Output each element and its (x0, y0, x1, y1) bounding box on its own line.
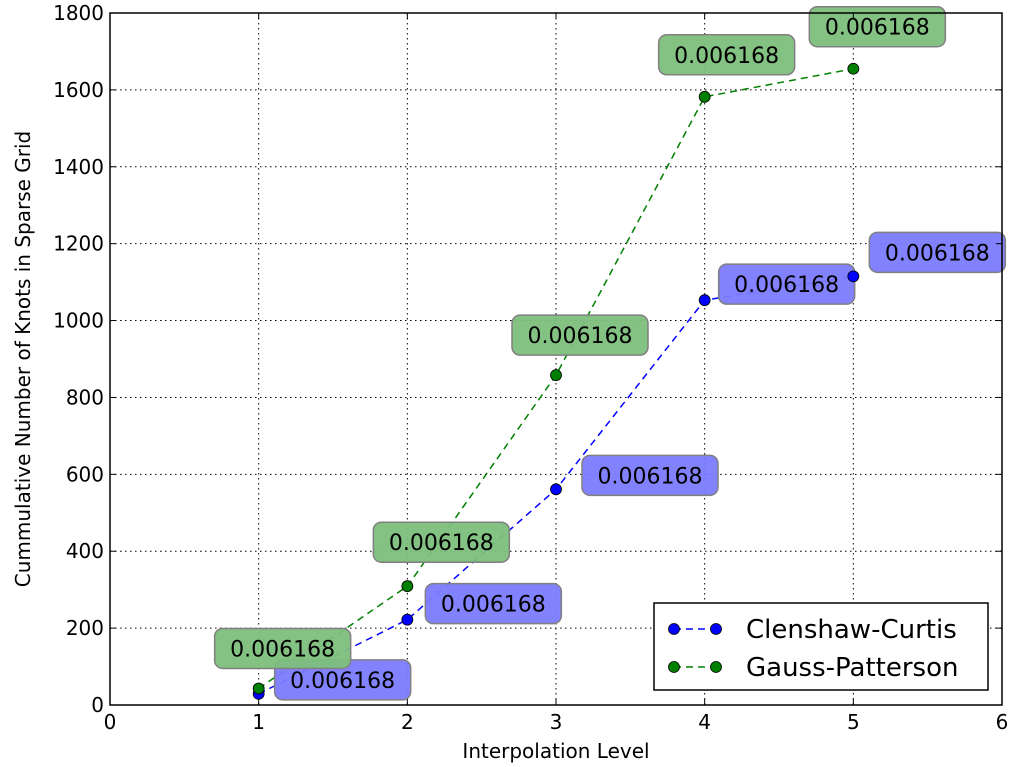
data-label-box (424, 582, 563, 625)
data-label-text: 0.006168 (230, 637, 335, 662)
data-label-box (372, 521, 511, 563)
data-label-clenshaw-curtis: 0.006168 (717, 263, 856, 305)
x-tick-label: 0 (104, 710, 117, 734)
axis-ticks (109, 12, 1003, 706)
point-gauss-patterson (401, 580, 414, 593)
data-label-text: 0.006168 (290, 669, 395, 694)
point-gauss-patterson (847, 62, 860, 75)
series-markers (252, 62, 860, 700)
legend-marker (668, 661, 680, 673)
data-label-box (581, 454, 719, 497)
data-label-box (868, 231, 1007, 274)
data-label-clenshaw-curtis: 0.006168 (424, 582, 563, 625)
x-axis-label: Interpolation Level (462, 739, 649, 763)
data-label-gauss-patterson: 0.006168 (511, 314, 649, 356)
data-label-clenshaw-curtis: 0.006168 (868, 231, 1007, 274)
data-label-gauss-patterson: 0.006168 (372, 521, 511, 563)
y-tick-label: 800 (66, 385, 104, 409)
y-tick-label: 400 (66, 539, 104, 563)
data-label-box (717, 263, 856, 305)
data-label-box (511, 314, 649, 356)
legend: Clenshaw-Curtis Gauss-Patterson (653, 602, 989, 691)
data-label-text: 0.006168 (389, 531, 494, 556)
point-gauss-patterson (550, 369, 562, 382)
y-tick-label: 1000 (53, 309, 104, 333)
point-clenshaw-curtis (401, 613, 414, 626)
tick-labels: 0 1 2 3 4 5 6 0 200 400 600 800 1000 1200 1400 1600 1800 (53, 1, 1008, 734)
legend-box (653, 602, 989, 691)
data-label-box (808, 5, 947, 48)
data-label-text: 0.006168 (885, 241, 990, 266)
data-label-text: 0.006168 (441, 593, 546, 618)
x-tick-label: 6 (996, 710, 1009, 734)
y-tick-label: 600 (66, 462, 104, 486)
point-clenshaw-curtis (698, 294, 711, 307)
data-label-gauss-patterson: 0.006168 (808, 5, 947, 48)
x-tick-label: 3 (550, 710, 563, 734)
legend-label: Gauss-Patterson (746, 653, 958, 683)
data-label-gauss-patterson: 0.006168 (657, 34, 796, 76)
legend-marker (668, 623, 680, 635)
point-gauss-patterson (252, 682, 265, 695)
x-tick-label: 1 (252, 710, 265, 734)
data-label-text: 0.006168 (598, 464, 703, 489)
y-tick-label: 1400 (53, 155, 104, 179)
data-label-text: 0.006168 (674, 44, 779, 69)
point-gauss-patterson (698, 90, 711, 103)
point-clenshaw-curtis (550, 483, 562, 496)
y-tick-label: 0 (91, 693, 104, 717)
x-tick-label: 4 (698, 710, 711, 734)
data-label-clenshaw-curtis: 0.006168 (581, 454, 719, 497)
data-labels: 0.006168 0.006168 0.006168 0.006168 0.006168… (213, 5, 1007, 701)
data-label-gauss-patterson: 0.006168 (213, 627, 352, 670)
legend-item-gauss-patterson: Gauss-Patterson (668, 653, 958, 683)
y-axis-label: Cummulative Number of Knots in Sparse Gr… (11, 131, 35, 587)
legend-marker (710, 623, 722, 635)
y-tick-label: 1200 (53, 232, 104, 256)
data-label-text: 0.006168 (528, 324, 633, 349)
legend-label: Clenshaw-Curtis (746, 615, 957, 645)
data-label-text: 0.006168 (734, 273, 839, 298)
legend-item-clenshaw-curtis: Clenshaw-Curtis (668, 615, 957, 645)
y-tick-label: 1600 (53, 78, 104, 102)
y-tick-label: 1800 (53, 1, 104, 25)
data-label-box (213, 627, 352, 670)
data-label-text: 0.006168 (825, 16, 930, 41)
y-tick-label: 200 (66, 616, 104, 640)
data-label-box (657, 34, 796, 76)
legend-marker (710, 661, 722, 673)
x-tick-label: 5 (847, 710, 860, 734)
point-clenshaw-curtis (847, 270, 860, 283)
x-tick-label: 2 (401, 710, 414, 734)
